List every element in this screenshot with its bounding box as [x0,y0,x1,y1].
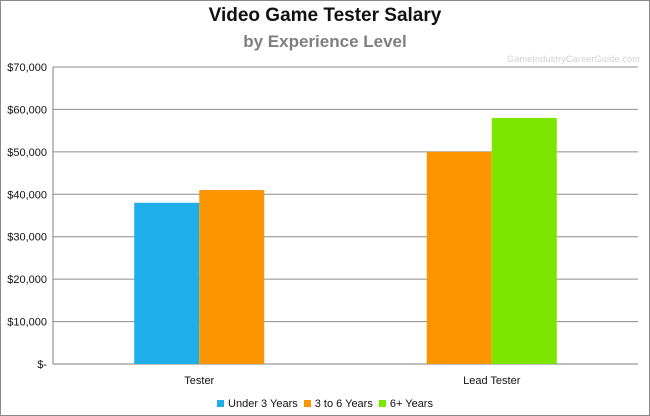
watermark: GameIndustryCareerGuide.com [507,54,640,64]
bar [491,117,557,365]
chart-title: Video Game Tester Salary [208,5,442,26]
legend-label: Under 3 Years [228,398,298,410]
bar [426,151,492,364]
legend-swatch [303,400,311,407]
legend-item: Under 3 Years [217,398,298,410]
x-tick-label: Lead Tester [463,375,521,387]
legend-item: 3 to 6 Years [303,398,373,410]
y-tick-label: $40,000 [7,189,47,201]
legend-label: 6+ Years [389,398,433,410]
legend: Under 3 Years 3 to 6 Years 6+ Years [0,398,650,410]
x-tick-label: Tester [184,375,214,387]
legend-swatch [378,400,386,407]
y-tick-label: $60,000 [7,104,47,116]
y-tick-label: $- [37,359,47,371]
legend-item: 6+ Years [378,398,433,410]
chart-subtitle: by Experience Level [243,32,407,51]
y-tick-label: $70,000 [7,62,47,74]
bar [199,190,265,364]
y-tick-label: $30,000 [7,232,47,244]
bar [134,202,200,364]
legend-label: 3 to 6 Years [314,398,373,410]
y-tick-label: $10,000 [7,317,47,329]
y-tick-label: $50,000 [7,147,47,159]
legend-swatch [217,400,225,407]
y-tick-label: $20,000 [7,274,47,286]
